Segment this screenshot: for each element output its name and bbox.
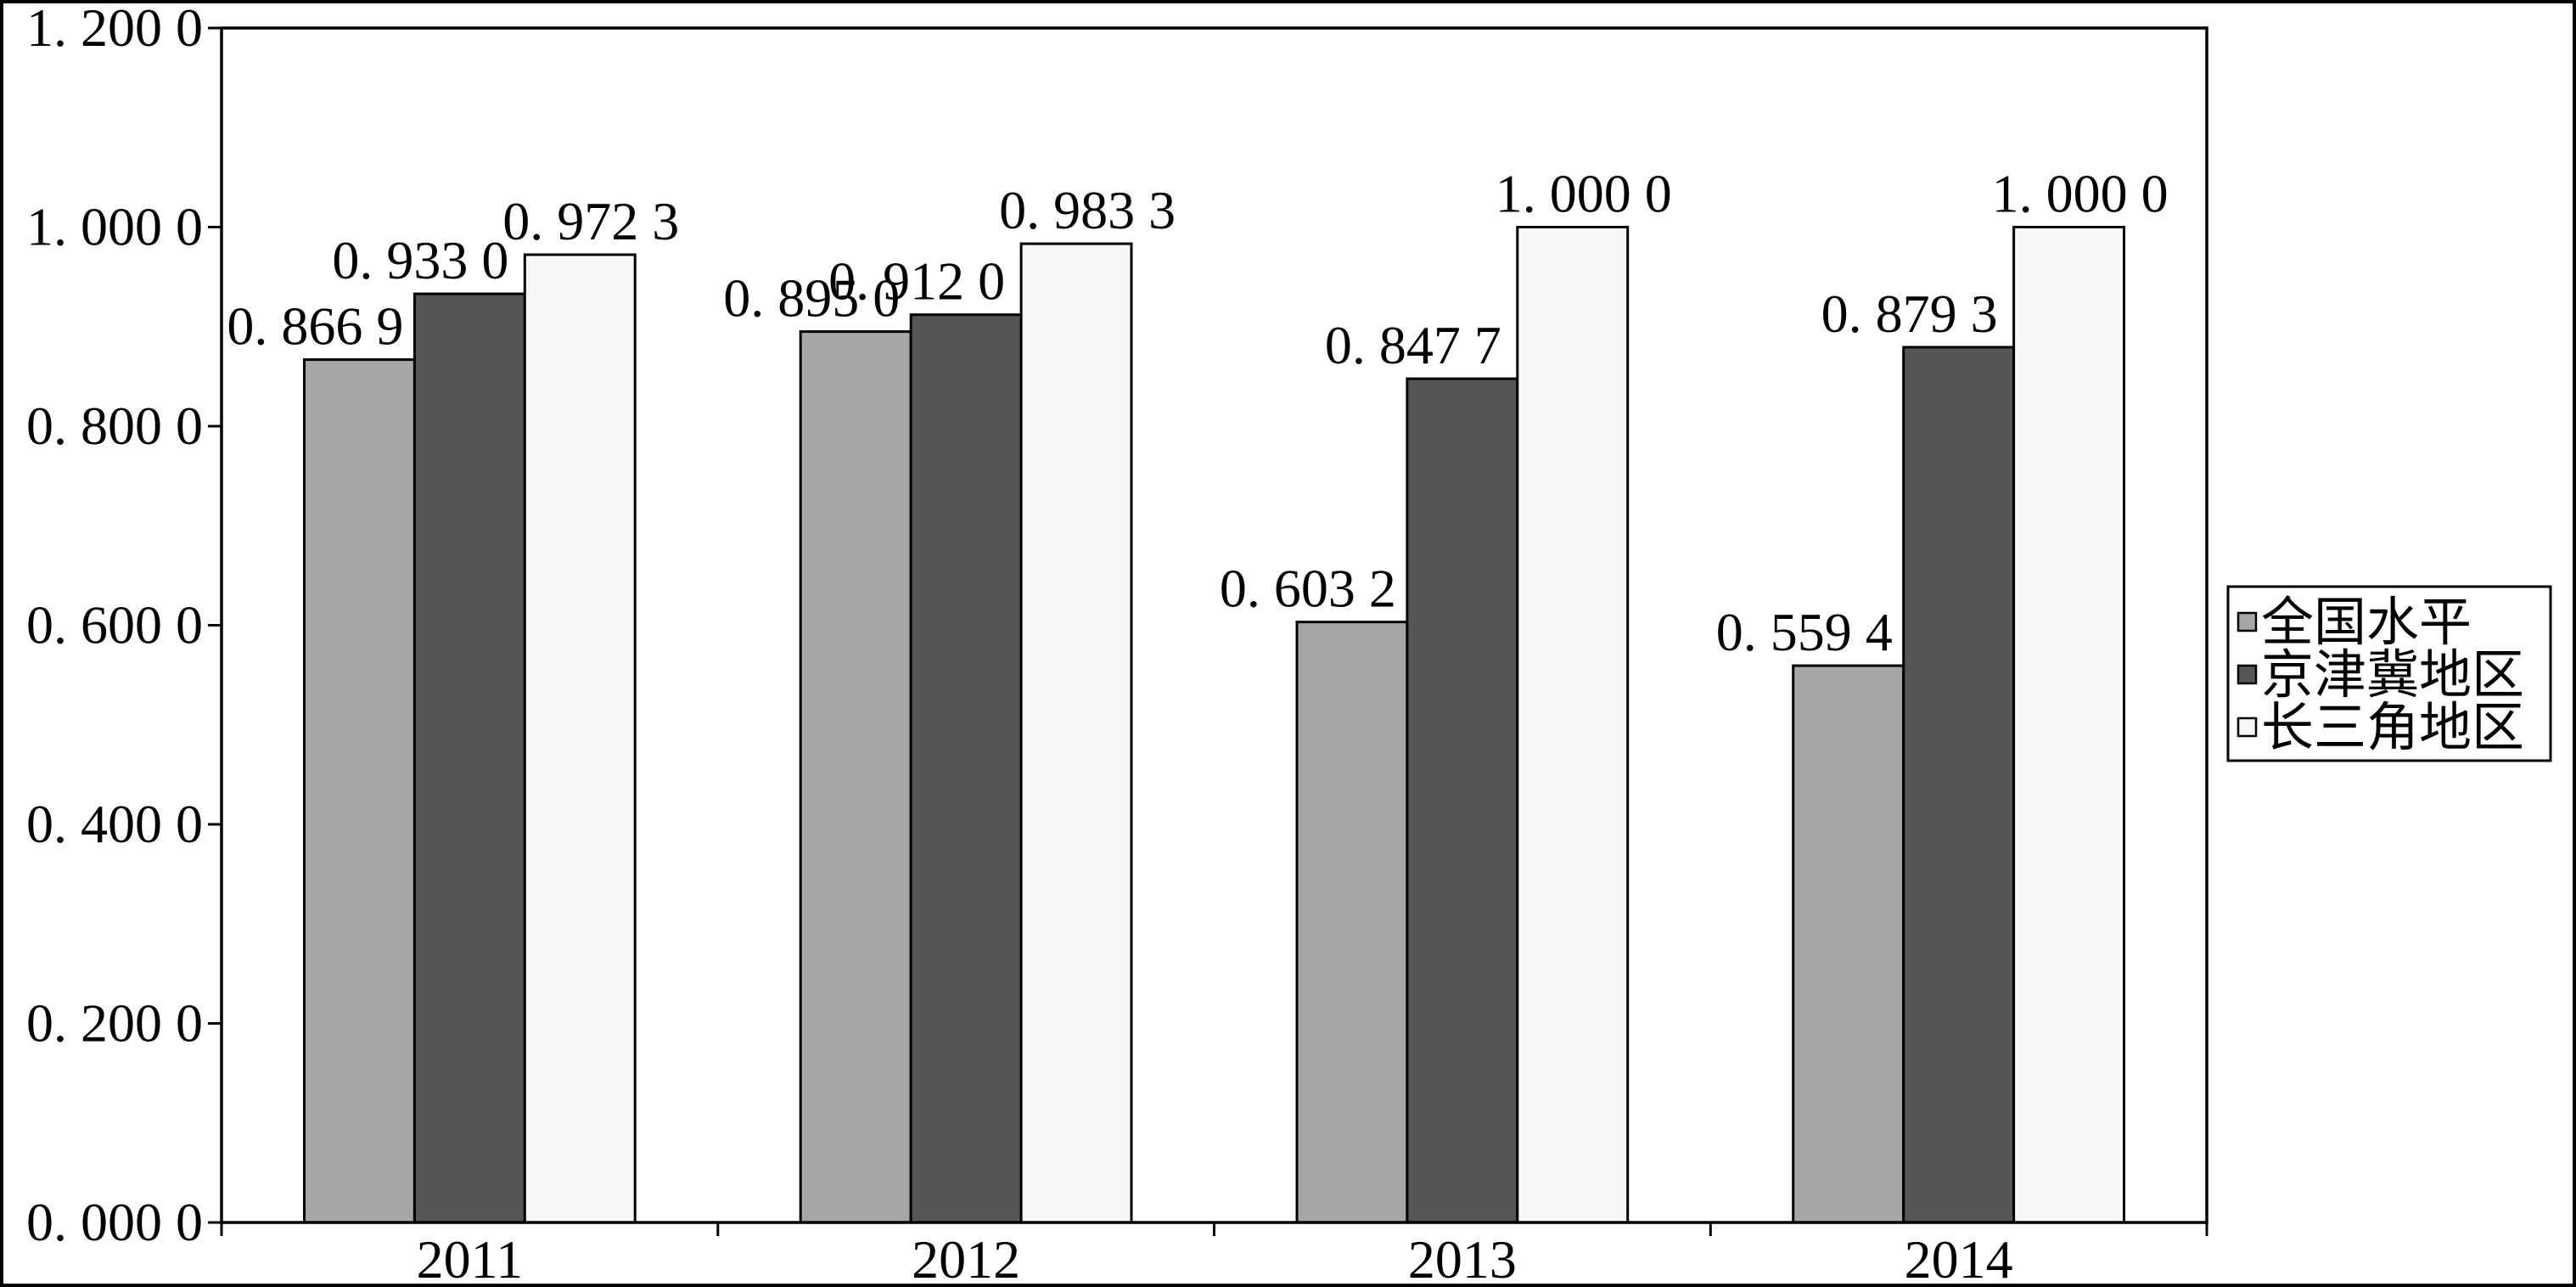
data-label: 0. 603 2 [1220, 559, 1396, 619]
bar-2013-series-3 [1516, 226, 1630, 1224]
y-tick-label: 1. 200 0 [26, 0, 203, 58]
data-label: 1. 000 0 [1992, 164, 2169, 224]
data-label: 0. 847 7 [1325, 315, 1501, 375]
legend-swatch [2236, 717, 2258, 738]
data-label: 0. 972 3 [502, 191, 679, 251]
bar-2011-series-2 [412, 292, 526, 1224]
x-axis: 2011 2012 2013 2014 [220, 1222, 2208, 1287]
y-tick-label: 0. 200 0 [26, 993, 203, 1054]
y-axis: 0. 000 0 0. 200 0 0. 400 0 0. 600 0 0. 800 0… [26, 0, 222, 1252]
bar-2011-series-3 [523, 253, 637, 1224]
data-label: 0. 879 3 [1821, 284, 1998, 344]
bar-2014-series-1 [1792, 664, 1905, 1224]
x-tick-label: 2013 [1408, 1229, 1517, 1287]
bar-2014-series-3 [2012, 226, 2126, 1224]
data-label: 0. 895 0 [723, 268, 900, 329]
bar-2012-series-3 [1019, 242, 1133, 1224]
y-tick-label: 0. 600 0 [26, 595, 203, 655]
bar-2011-series-1 [303, 358, 416, 1224]
x-tick-label: 2011 [417, 1229, 524, 1287]
y-tick-label: 0. 000 0 [26, 1192, 203, 1252]
x-tick-label: 2012 [912, 1229, 1020, 1287]
x-tick-label: 2014 [1905, 1229, 2013, 1287]
y-tick-label: 0. 400 0 [26, 794, 203, 854]
y-tick-label: 1. 000 0 [26, 197, 203, 257]
data-label: 0. 912 0 [828, 251, 1005, 312]
legend-item: 长三角地区 [2236, 696, 2524, 758]
y-tick-label: 0. 800 0 [26, 396, 203, 456]
data-labels-layer: 0. 866 9 0. 895 0 0. 603 2 0. 559 4 0. 933 0… [227, 164, 2168, 663]
legend-item: 全国水平 [2236, 591, 2472, 653]
bar-2014-series-2 [1902, 346, 2016, 1224]
legend-swatch [2236, 611, 2258, 632]
legend-swatch [2236, 664, 2258, 685]
data-label: 0. 933 0 [332, 230, 508, 290]
data-label: 1. 000 0 [1496, 164, 1672, 224]
data-label: 0. 559 4 [1716, 602, 1893, 662]
bar-2013-series-1 [1295, 621, 1409, 1224]
legend-box [2226, 585, 2552, 762]
legend-label: 长三角地区 [2261, 696, 2524, 758]
bar-2012-series-1 [799, 330, 912, 1224]
legend-label: 京津冀地区 [2261, 644, 2524, 705]
bar-2013-series-2 [1406, 377, 1519, 1224]
legend-item: 京津冀地区 [2236, 644, 2524, 705]
legend-label: 全国水平 [2261, 591, 2472, 653]
bar-2012-series-2 [909, 313, 1023, 1224]
data-label: 0. 983 3 [999, 180, 1176, 240]
bars-layer [303, 226, 2126, 1224]
data-label: 0. 866 9 [227, 296, 403, 357]
